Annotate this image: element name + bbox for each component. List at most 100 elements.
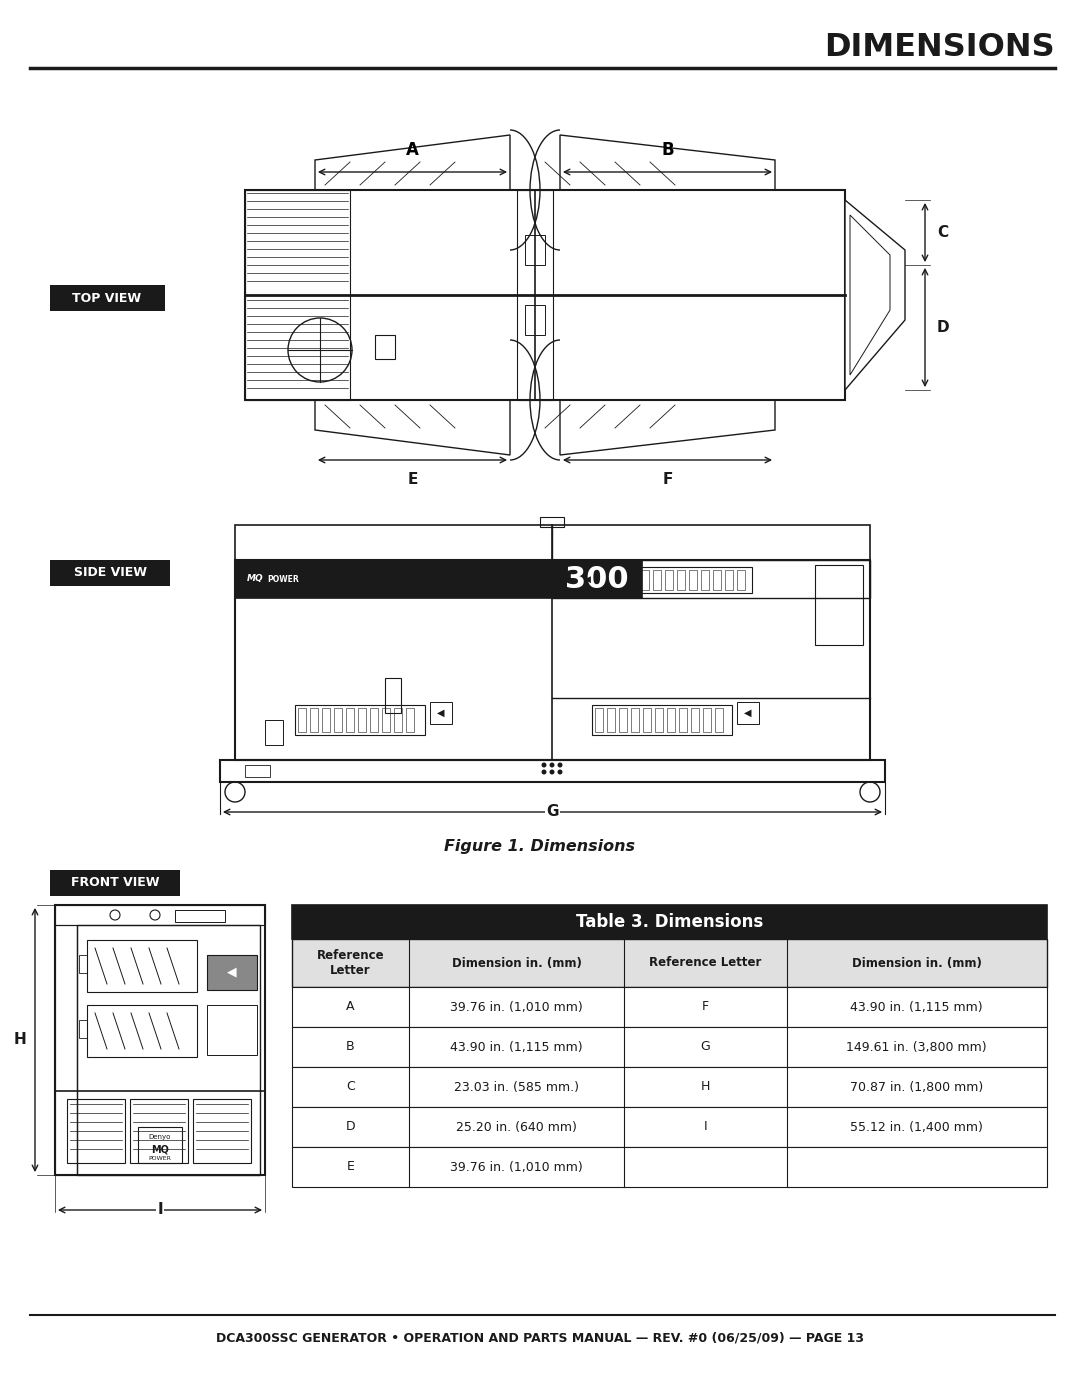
Text: C: C bbox=[346, 1080, 355, 1094]
Text: D: D bbox=[936, 320, 949, 335]
Text: F: F bbox=[702, 1000, 708, 1013]
Circle shape bbox=[541, 763, 546, 767]
Bar bbox=[87, 940, 197, 992]
Bar bbox=[552, 560, 870, 598]
Bar bbox=[322, 708, 330, 732]
Bar bbox=[265, 719, 283, 745]
Bar bbox=[394, 708, 402, 732]
Text: C: C bbox=[937, 225, 948, 240]
Circle shape bbox=[557, 763, 563, 767]
Bar bbox=[245, 190, 350, 400]
Text: 149.61 in. (3,800 mm): 149.61 in. (3,800 mm) bbox=[847, 1041, 987, 1053]
Bar bbox=[642, 570, 649, 590]
Bar bbox=[607, 708, 615, 732]
Circle shape bbox=[541, 770, 546, 774]
Bar bbox=[67, 1099, 125, 1162]
Bar bbox=[653, 570, 661, 590]
Bar bbox=[207, 956, 257, 990]
Text: FRONT VIEW: FRONT VIEW bbox=[71, 876, 159, 890]
Text: Denyo: Denyo bbox=[149, 1134, 172, 1140]
Text: ◀: ◀ bbox=[227, 965, 237, 978]
Text: I: I bbox=[158, 1203, 163, 1218]
Bar bbox=[292, 939, 1047, 988]
Bar bbox=[310, 708, 318, 732]
Bar bbox=[406, 708, 414, 732]
Circle shape bbox=[557, 770, 563, 774]
Text: E: E bbox=[407, 472, 418, 488]
Bar bbox=[87, 1004, 197, 1058]
Text: E: E bbox=[347, 1161, 354, 1173]
Bar bbox=[701, 570, 708, 590]
Text: ◀: ◀ bbox=[437, 708, 445, 718]
Bar bbox=[384, 678, 401, 712]
Text: 39.76 in. (1,010 mm): 39.76 in. (1,010 mm) bbox=[450, 1161, 583, 1173]
Text: G: G bbox=[546, 805, 558, 820]
Bar bbox=[357, 708, 366, 732]
Bar bbox=[375, 335, 395, 359]
Bar bbox=[235, 560, 552, 598]
Bar bbox=[50, 285, 165, 312]
Text: 70.87 in. (1,800 mm): 70.87 in. (1,800 mm) bbox=[850, 1080, 984, 1094]
Bar bbox=[665, 570, 673, 590]
Text: Reference
Letter: Reference Letter bbox=[316, 949, 384, 977]
Text: D: D bbox=[346, 1120, 355, 1133]
Bar bbox=[292, 988, 1047, 1027]
Bar bbox=[577, 569, 597, 590]
Bar bbox=[619, 708, 627, 732]
Circle shape bbox=[550, 763, 554, 767]
Text: 43.90 in. (1,115 mm): 43.90 in. (1,115 mm) bbox=[850, 1000, 983, 1013]
Bar bbox=[737, 570, 745, 590]
Bar bbox=[79, 1020, 87, 1038]
Bar bbox=[79, 956, 87, 972]
Bar bbox=[602, 567, 752, 592]
Bar bbox=[50, 870, 180, 895]
Bar bbox=[517, 190, 553, 400]
Polygon shape bbox=[845, 200, 905, 390]
Bar bbox=[679, 708, 687, 732]
Text: POWER: POWER bbox=[267, 574, 299, 584]
Bar bbox=[382, 708, 390, 732]
Bar bbox=[725, 570, 733, 590]
Bar bbox=[592, 705, 732, 735]
Text: G: G bbox=[701, 1041, 711, 1053]
Bar bbox=[430, 703, 453, 724]
Text: SIDE VIEW: SIDE VIEW bbox=[73, 567, 147, 580]
Bar bbox=[643, 708, 651, 732]
Bar bbox=[245, 190, 845, 400]
Bar bbox=[595, 708, 603, 732]
Bar bbox=[617, 570, 625, 590]
Text: F: F bbox=[662, 472, 673, 488]
Text: MQ: MQ bbox=[247, 574, 264, 584]
Bar bbox=[207, 1004, 257, 1055]
Bar bbox=[815, 564, 863, 645]
Bar bbox=[703, 708, 711, 732]
Text: TOP VIEW: TOP VIEW bbox=[72, 292, 141, 305]
Bar bbox=[77, 925, 260, 1175]
Bar bbox=[552, 560, 642, 598]
Bar bbox=[654, 708, 663, 732]
Bar bbox=[235, 525, 870, 560]
Bar bbox=[55, 925, 77, 1175]
Text: A: A bbox=[406, 141, 419, 159]
Circle shape bbox=[550, 770, 554, 774]
Bar bbox=[629, 570, 637, 590]
Bar bbox=[138, 1127, 183, 1162]
Text: 43.90 in. (1,115 mm): 43.90 in. (1,115 mm) bbox=[450, 1041, 583, 1053]
Bar bbox=[298, 708, 306, 732]
Bar bbox=[540, 517, 564, 527]
Text: Table 3. Dimensions: Table 3. Dimensions bbox=[576, 914, 764, 930]
Bar bbox=[55, 905, 265, 1175]
Bar bbox=[346, 708, 354, 732]
Bar bbox=[334, 708, 342, 732]
Text: A: A bbox=[347, 1000, 354, 1013]
Text: Reference Letter: Reference Letter bbox=[649, 957, 761, 970]
Text: Dimension in. (mm): Dimension in. (mm) bbox=[451, 957, 581, 970]
Bar bbox=[292, 1067, 1047, 1106]
Text: POWER: POWER bbox=[149, 1157, 172, 1161]
Bar bbox=[220, 760, 885, 782]
Text: Figure 1. Dimensions: Figure 1. Dimensions bbox=[445, 840, 635, 855]
Bar bbox=[737, 703, 759, 724]
Text: ◀: ◀ bbox=[583, 574, 591, 584]
Bar bbox=[691, 708, 699, 732]
Text: 55.12 in. (1,400 mm): 55.12 in. (1,400 mm) bbox=[850, 1120, 983, 1133]
